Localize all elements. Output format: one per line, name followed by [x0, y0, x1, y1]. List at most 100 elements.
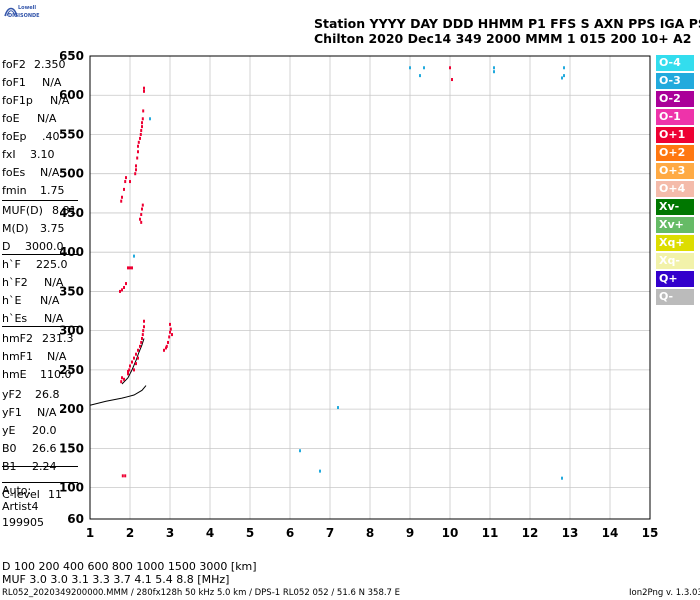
echo-point: [123, 187, 125, 191]
legend-item-xvminus: Xv-: [656, 199, 694, 215]
echo-point: [123, 286, 125, 289]
y-tick-label: 300: [60, 324, 84, 338]
param-value-5: 3.10: [30, 148, 55, 161]
data-points: [119, 66, 565, 480]
param-label-10: D: [2, 240, 11, 253]
y-tick-label: 350: [60, 284, 84, 298]
echo-point: [140, 220, 143, 224]
echo-point: [143, 319, 145, 323]
echo-point: [563, 66, 565, 70]
param-label-5: fxI: [2, 148, 16, 161]
echo-point: [137, 144, 139, 148]
digisonde-logo: Lowell DIGISONDE: [2, 2, 42, 22]
x-tick-label: 1: [86, 526, 94, 540]
param-divider-3: [2, 466, 78, 467]
echo-point: [319, 469, 321, 473]
echo-point: [131, 266, 133, 270]
x-tick-label: 5: [246, 526, 254, 540]
logo-emblem-icon: [4, 7, 18, 17]
echo-point: [121, 376, 123, 380]
echo-point: [165, 346, 167, 350]
param-label-7: fmin: [2, 184, 27, 197]
param-label-9: M(D): [2, 222, 29, 235]
echo-point: [423, 66, 425, 70]
param-value-20: 20.0: [32, 424, 57, 437]
echo-point: [120, 199, 123, 203]
param-label-12: h`F2: [2, 276, 28, 289]
echo-point: [135, 352, 137, 356]
auto-block-line-0: Auto:: [2, 484, 32, 497]
echo-point: [163, 348, 165, 352]
echo-point: [135, 164, 137, 168]
echo-point: [136, 156, 139, 160]
echo-point: [143, 89, 145, 93]
footer-file-info: RL052_2020349200000.MMM / 280fx128h 50 k…: [2, 588, 401, 598]
echo-point: [141, 117, 144, 121]
x-tick-label: 6: [286, 526, 294, 540]
x-tick-label: 8: [366, 526, 374, 540]
echo-point: [337, 406, 339, 410]
param-label-19: yF1: [2, 406, 22, 419]
auto-block-line-2: 199905: [2, 516, 44, 529]
param-value-7: 1.75: [40, 184, 65, 197]
x-tick-label: 3: [166, 526, 174, 540]
echo-point: [137, 356, 139, 360]
echo-point: [169, 327, 172, 331]
echo-point: [563, 74, 565, 78]
x-tick-label: 11: [482, 526, 499, 540]
footer-d-row: D 100 200 400 600 800 1000 1500 3000 [km…: [2, 560, 257, 573]
echo-point: [149, 117, 151, 121]
legend-item-xvplus: Xv+: [656, 217, 694, 233]
echo-point: [124, 180, 127, 184]
echo-point: [133, 254, 135, 258]
echo-point: [165, 344, 168, 348]
echo-point: [124, 474, 127, 478]
param-value-2: N/A: [50, 94, 70, 107]
x-tick-label: 14: [602, 526, 619, 540]
footer-muf-row: MUF 3.0 3.0 3.1 3.3 3.7 4.1 5.4 8.8 [MHz…: [2, 573, 230, 586]
param-label-13: h`E: [2, 294, 22, 307]
x-tick-label: 10: [442, 526, 459, 540]
echo-point: [135, 362, 137, 366]
echo-point: [131, 360, 133, 364]
param-value-13: N/A: [40, 294, 60, 307]
param-label-3: foE: [2, 112, 20, 125]
x-tick-label: 4: [206, 526, 214, 540]
x-tick-label: 2: [126, 526, 134, 540]
legend-item-oplus2: O+2: [656, 145, 694, 161]
y-tick-label: 150: [60, 441, 84, 455]
echo-point: [139, 136, 141, 140]
echo-point: [128, 368, 131, 372]
y-tick-label: 400: [60, 245, 84, 259]
param-value-16: N/A: [47, 350, 67, 363]
param-divider-2: [2, 326, 78, 327]
param-divider-1: [2, 254, 78, 255]
echo-point: [135, 168, 137, 172]
echo-point: [123, 377, 125, 381]
param-value-15: 231.3: [42, 332, 74, 345]
param-label-0: foF2: [2, 58, 26, 71]
echo-point: [120, 380, 123, 384]
param-label-15: hmF2: [2, 332, 34, 345]
param-value-14: N/A: [44, 312, 64, 325]
x-tick-label: 12: [522, 526, 539, 540]
echo-point: [142, 109, 145, 113]
param-value-0: 2.350: [34, 58, 66, 71]
y-tick-label: 500: [60, 167, 84, 181]
echo-point: [125, 176, 127, 180]
y-tick-label: 60: [67, 512, 84, 526]
legend-item-ominus1: O-1: [656, 109, 694, 125]
param-value-18: 26.8: [35, 388, 60, 401]
header-line-1: Station YYYY DAY DDD HHMM P1 FFS S AXN P…: [314, 16, 700, 31]
param-label-2: foF1p: [2, 94, 33, 107]
y-tick-label: 650: [60, 49, 84, 63]
echo-point: [140, 213, 143, 217]
param-label-14: h`Es: [2, 312, 28, 325]
param-value-1: N/A: [42, 76, 62, 89]
param-value-6: N/A: [40, 166, 60, 179]
echo-point: [167, 340, 169, 344]
echo-point: [299, 449, 301, 453]
param-value-9: 3.75: [40, 222, 65, 235]
echo-point: [127, 266, 129, 270]
param-value-23: 11: [48, 488, 62, 501]
